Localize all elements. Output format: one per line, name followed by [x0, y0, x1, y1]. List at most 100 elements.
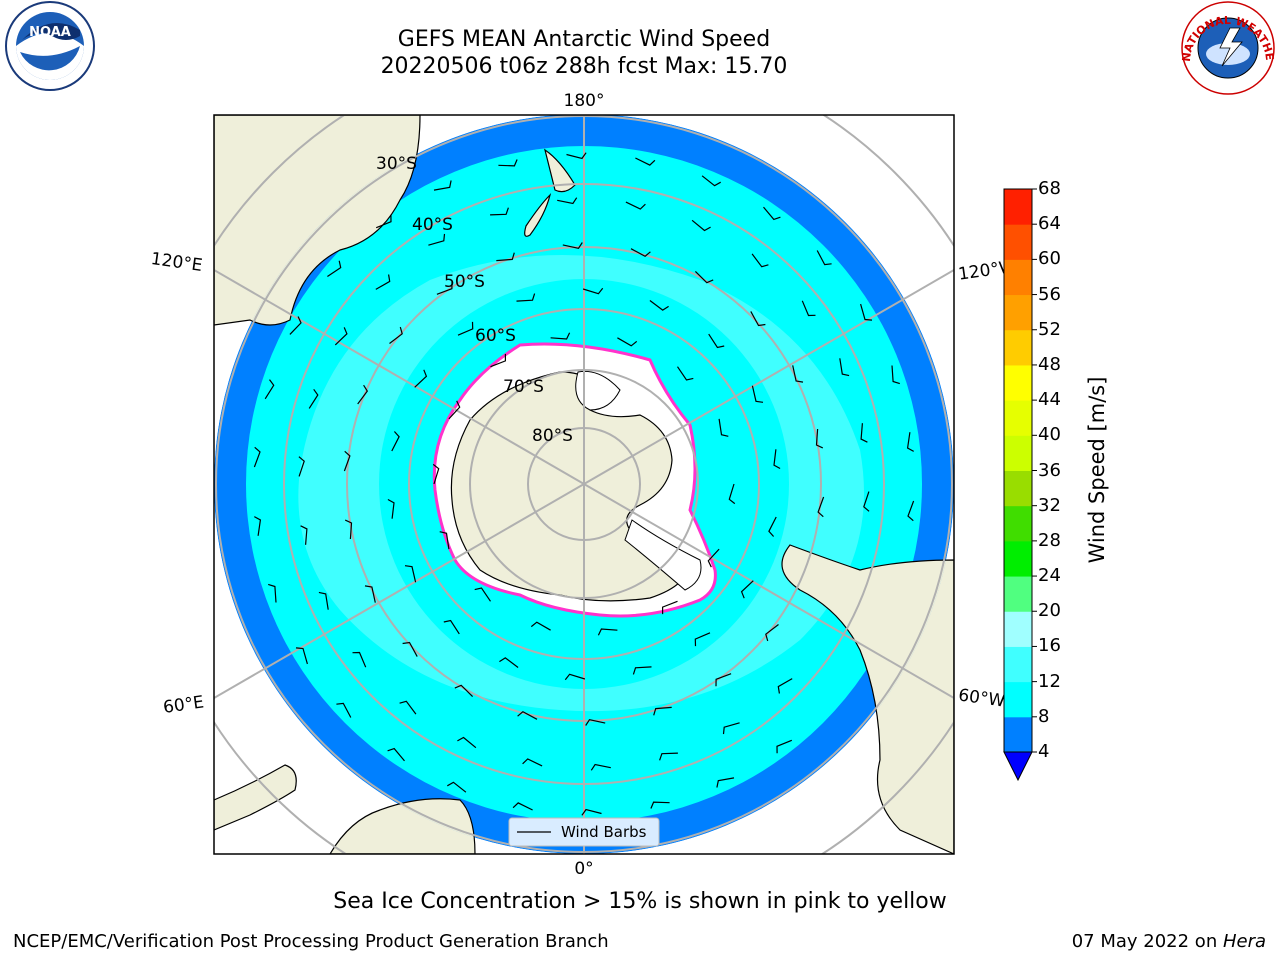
- colorbar-segment: [1004, 646, 1032, 683]
- colorbar-segment: [1004, 294, 1032, 331]
- colorbar-segment: [1004, 681, 1032, 718]
- colorbar-segment: [1004, 364, 1032, 401]
- wind-barb: [630, 248, 651, 258]
- wind-barb: [454, 684, 474, 698]
- wind-barb: [298, 456, 305, 477]
- wind-barb: [597, 628, 618, 636]
- lon-label-120e: 120°E: [150, 249, 204, 276]
- colorbar-tick-label: 44: [1038, 389, 1061, 411]
- wind-barb: [722, 722, 740, 735]
- wind-barb: [289, 316, 302, 335]
- wind-barb: [677, 366, 694, 381]
- wind-barb: [443, 619, 460, 635]
- wind-barb: [457, 736, 477, 749]
- colorbar-tick-label: 24: [1038, 565, 1061, 587]
- wind-barb: [308, 388, 319, 409]
- wind-barb: [336, 702, 352, 718]
- wind-barb: [433, 180, 452, 191]
- wind-barb: [617, 337, 638, 347]
- wind-barb: [268, 583, 277, 603]
- wind-barb: [815, 428, 824, 449]
- colorbar-tick-label: 12: [1038, 670, 1061, 692]
- wind-barb: [659, 752, 678, 761]
- wind-barb: [327, 260, 342, 277]
- wind-barb: [402, 641, 418, 657]
- colorbar-tick-label: 40: [1038, 424, 1061, 446]
- wind-barb: [404, 565, 417, 583]
- wind-barb: [457, 321, 474, 336]
- wind-barb: [474, 587, 491, 602]
- chart-subtitle: 20220506 t06z 288h fcst Max: 15.70: [380, 54, 788, 79]
- colorbar-tick-label: 20: [1038, 600, 1061, 622]
- wind-barb: [498, 159, 518, 167]
- wind-barb: [632, 666, 652, 675]
- wind-barb: [352, 651, 367, 668]
- colorbar-segment: [1004, 611, 1032, 647]
- colorbar-segment: [1004, 505, 1032, 542]
- wind-barb: [557, 197, 578, 205]
- wind-barb: [768, 516, 777, 537]
- wind-barb: [777, 678, 793, 694]
- wind-barb: [364, 585, 376, 603]
- wind-barb: [357, 384, 369, 405]
- wind-barb: [590, 763, 611, 771]
- wind-barb: [891, 365, 900, 385]
- wind-barb: [391, 431, 400, 452]
- wind-barb: [765, 624, 779, 642]
- lon-label-180: 180°: [564, 91, 605, 111]
- wind-barb: [490, 353, 506, 368]
- wind-barb: [253, 446, 261, 468]
- barb-legend: Wind Barbs: [508, 817, 660, 847]
- colorbar-title: Wind Speed [m/s]: [1085, 376, 1109, 564]
- wind-barb: [530, 621, 551, 631]
- colorbar-segment: [1004, 400, 1032, 436]
- colorbar-segment: [1004, 224, 1032, 260]
- chart-title: GEFS MEAN Antarctic Wind Speed: [397, 27, 771, 52]
- map-frame: [213, 114, 955, 855]
- wind-barb: [581, 808, 602, 816]
- wind-barb: [625, 201, 646, 210]
- lat-label-80s: 80°S: [532, 426, 573, 446]
- wind-barb: [751, 385, 764, 403]
- wind-barb: [839, 358, 850, 377]
- wind-barb: [906, 432, 914, 452]
- footer-date: 07 May 2022 on Hera: [1072, 931, 1266, 952]
- wind-barb: [860, 423, 868, 443]
- wind-barb: [343, 450, 351, 472]
- colorbar-segment: [1004, 189, 1032, 225]
- wind-barb: [792, 365, 804, 383]
- lon-label-60e: 60°E: [162, 692, 205, 717]
- colorbar-segment: [1004, 716, 1032, 753]
- wind-barb: [701, 175, 721, 187]
- colorbar-tick-label: 16: [1038, 635, 1061, 657]
- wind-barb: [436, 281, 453, 295]
- wind-barb: [512, 802, 533, 811]
- wind-barb: [522, 758, 543, 767]
- wind-barb: [649, 300, 669, 311]
- wind-barb: [295, 647, 308, 665]
- wind-barb: [718, 418, 729, 437]
- wind-barb: [564, 673, 586, 681]
- wind-barb: [562, 242, 583, 249]
- legend-label: Wind Barbs: [561, 823, 647, 841]
- wind-barb: [816, 250, 832, 266]
- wind-barb: [715, 673, 732, 687]
- wind-barb: [389, 326, 403, 344]
- wind-barb: [763, 206, 781, 221]
- wind-barb: [550, 332, 571, 340]
- wind-barb: [318, 591, 329, 610]
- wind-barb: [740, 580, 754, 599]
- wind-barb: [708, 333, 725, 349]
- wind-barb: [635, 157, 656, 166]
- wind-barb: [585, 719, 606, 726]
- madagascar-land: [214, 764, 297, 831]
- wind-barb: [582, 287, 604, 295]
- colorbar-tick-label: 48: [1038, 353, 1061, 375]
- wind-barb: [860, 303, 873, 321]
- graticule: [214, 115, 954, 854]
- colorbar-tick-label: 52: [1038, 318, 1061, 340]
- colorbar-segment: [1004, 470, 1032, 507]
- colorbar-tick-label: 60: [1038, 248, 1061, 270]
- wind-barb: [801, 300, 816, 317]
